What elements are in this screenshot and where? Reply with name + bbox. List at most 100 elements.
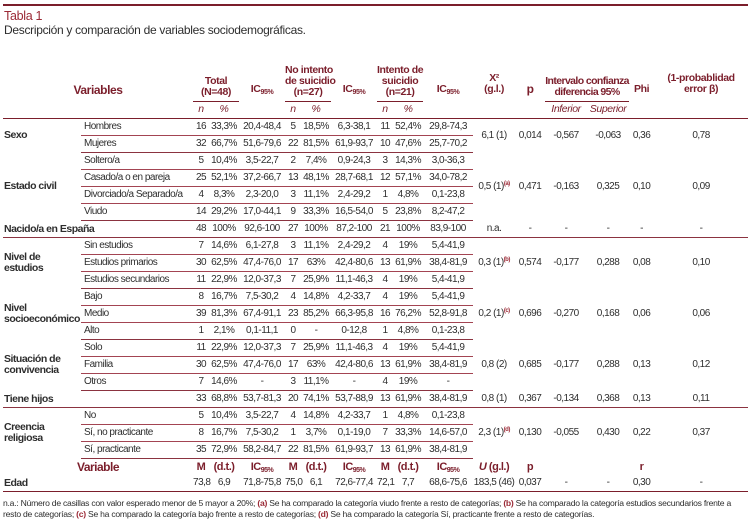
value-cell: 28,7-68,1: [331, 169, 378, 187]
header-u: U (g.l.): [473, 459, 515, 476]
stat-p: 0,130: [518, 427, 542, 439]
group-label: Estado civil: [4, 180, 57, 192]
value-cell: 2,1%: [209, 322, 240, 340]
stat-inf: -0,567: [553, 129, 579, 141]
stat-p: 0,367: [515, 390, 546, 408]
value-cell: 14,8%: [301, 407, 332, 425]
value-cell: 7,7: [393, 475, 424, 492]
value-cell: 63%: [301, 254, 332, 272]
ic-sub: 95%: [446, 467, 460, 474]
header-phi: Phi: [633, 83, 650, 96]
value-cell: 25,9%: [301, 271, 332, 289]
value-cell: 5: [193, 407, 210, 425]
category-label: Casado/a o en pareja: [81, 169, 194, 187]
chi-square-value: 0,3 (1): [478, 257, 504, 269]
header-chi-square: X² (g.l.): [473, 45, 515, 101]
value-cell: -: [301, 322, 332, 340]
table-row: Creencia religiosa No 5 10,4% 3,5-22,7 4 14,8%…: [3, 407, 748, 444]
value-cell: 3: [377, 152, 394, 170]
table-row: Estudios primarios 30 62,5% 47,4-76,0 17 63% 4…: [3, 254, 748, 272]
value-cell: 11: [193, 271, 210, 289]
value-cell: 5: [193, 152, 210, 170]
value-cell: 53,7-81,3: [239, 390, 286, 408]
value-cell: 17: [285, 356, 302, 374]
table-row: Estado civil Soltero/a 5 10,4% 3,5-22,7 2 7,4%…: [3, 152, 748, 192]
value-cell: 47,6%: [393, 135, 424, 153]
value-cell: 1: [193, 322, 210, 340]
value-cell: 20,4-48,4: [239, 118, 286, 136]
value-cell: 22: [285, 135, 302, 153]
value-cell: 13: [285, 169, 302, 187]
header-intento: Intento de suicidio (n=21): [377, 45, 424, 102]
value-cell: 42,4-80,6: [331, 356, 378, 374]
value-cell: 47,4-76,0: [239, 356, 286, 374]
stat-sup: -0,063: [595, 129, 621, 141]
value-cell: 4: [285, 407, 302, 425]
value-cell: 12,0-37,3: [239, 271, 286, 289]
header-pct: %: [311, 103, 321, 116]
value-cell: 4,8%: [393, 407, 424, 425]
value-cell: 52,1%: [209, 169, 240, 187]
value-cell: 10,4%: [209, 407, 240, 425]
value-cell: 4,2-33,7: [331, 288, 378, 306]
stat-phi: 0,22: [632, 427, 651, 439]
value-cell: 61,9%: [393, 390, 424, 408]
empty: [629, 101, 654, 118]
value-cell: 11,1-46,3: [331, 339, 378, 357]
value-cell: 4,8%: [393, 322, 424, 340]
footnote-text: Se ha comparado la categoría viudo frent…: [267, 498, 504, 508]
value-cell: 16: [193, 118, 210, 136]
value-cell: 7: [377, 424, 394, 442]
data-table: Variables Total (N=48) IC95% No intento de…: [3, 45, 749, 492]
stat-power: 0,78: [692, 129, 710, 141]
value-cell: 12: [377, 169, 394, 187]
header-mean: M: [288, 461, 298, 473]
value-cell: 5: [285, 118, 302, 136]
header-r: r: [639, 460, 644, 473]
value-cell: 66,3-95,8: [331, 305, 378, 323]
table-row: Otros 7 14,6% -3 11,1% -4 19% -: [3, 373, 748, 391]
value-cell: 73,8: [193, 475, 211, 492]
header-n: n: [382, 103, 388, 116]
header-superior: Superior: [589, 103, 627, 116]
value-cell: 11,1-46,3: [331, 271, 378, 289]
value-cell: 21: [377, 220, 394, 238]
h-line: diferencia 95%: [554, 85, 620, 98]
empty: [654, 101, 748, 118]
value-cell: 14,6%: [209, 237, 240, 255]
header-power: (1-probablidad error β): [654, 45, 748, 101]
ic-sub: 95%: [352, 467, 366, 474]
header-sd: (d.t.): [213, 461, 235, 473]
category-label: Solo: [81, 339, 194, 357]
header-variable: Variable: [76, 460, 120, 474]
stat-power: 0,10: [692, 257, 710, 269]
footnote-marker: (b): [503, 257, 511, 264]
value-cell: 5,4-41,9: [423, 237, 474, 255]
value-cell: 61,9-93,7: [331, 135, 378, 153]
value-cell: 19%: [393, 373, 424, 391]
value-cell: 10: [377, 135, 394, 153]
value-cell: 38,4-81,9: [423, 356, 474, 374]
value-cell: 27: [285, 220, 302, 238]
value-cell: 14: [193, 203, 210, 221]
ic-label: IC: [436, 461, 448, 473]
ic-label: IC: [436, 83, 447, 96]
empty: [423, 101, 473, 118]
value-cell: 30: [193, 356, 210, 374]
value-cell: 4,8%: [393, 186, 424, 204]
table-row: Tiene hijos 33 68,8% 53,7-81,3 20 74,1% 53,7-8…: [3, 390, 749, 408]
value-cell: 19%: [393, 288, 424, 306]
continuous-header-row: Variable M (d.t.) IC95% M (d.t.) IC95% M (d.t.) I…: [3, 459, 748, 476]
value-cell: 0,1-19,0: [331, 424, 378, 442]
value-cell: 19%: [393, 339, 424, 357]
empty: [473, 101, 515, 118]
stat-phi: 0,10: [632, 180, 651, 192]
category-label: Alto: [81, 322, 194, 340]
stat-u: 183,5 (46): [473, 475, 516, 492]
table-container: Variables Total (N=48) IC95% No intento de…: [3, 45, 749, 519]
footnote-marker: (a): [503, 180, 510, 187]
value-cell: 7,5-30,2: [239, 288, 286, 306]
value-cell: 2,4-29,2: [331, 186, 378, 204]
table-row: Divorciado/a Separado/a 4 8,3% 2,3-20,0 3 11,…: [3, 186, 748, 204]
h-line: Intento de: [377, 63, 424, 76]
